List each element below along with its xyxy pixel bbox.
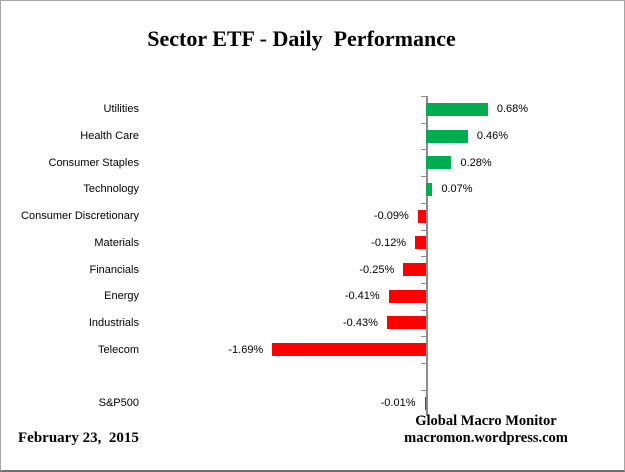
category-label: Consumer Staples (48, 156, 140, 169)
negative-bar (386, 316, 426, 330)
value-label: -0.25% (359, 263, 395, 276)
attribution: Global Macro Monitor macromon.wordpress.… (374, 413, 598, 447)
category-label: S&P500 (98, 397, 139, 410)
category-label: Consumer Discretionary (21, 210, 139, 223)
negative-bar (388, 289, 426, 303)
attribution-line2: macromon.wordpress.com (404, 430, 568, 446)
positive-bar (426, 182, 433, 196)
category-label: Technology (83, 183, 139, 196)
chart-title: Sector ETF - Daily Performance (147, 26, 456, 51)
category-label: Health Care (80, 130, 139, 143)
value-label: -0.41% (344, 290, 380, 303)
positive-bar (426, 102, 488, 116)
axis-tick (421, 256, 426, 258)
axis-tick (421, 229, 426, 231)
axis-tick (421, 336, 426, 338)
category-label: Industrials (88, 316, 139, 329)
negative-bar (272, 343, 426, 357)
axis-tick (421, 202, 426, 204)
value-label: -1.69% (228, 343, 264, 356)
axis-tick (421, 416, 426, 418)
negative-bar (403, 263, 426, 277)
negative-bar (417, 209, 426, 223)
negative-bar (415, 236, 426, 250)
axis-tick (421, 282, 426, 284)
attribution-line1: Global Macro Monitor (415, 413, 557, 429)
value-label: 0.46% (476, 130, 509, 143)
axis-tick (421, 363, 426, 364)
category-label: Utilities (103, 103, 139, 116)
axis-tick (421, 149, 426, 151)
category-label: Financials (89, 263, 139, 276)
value-label: -0.43% (343, 316, 378, 329)
category-axis-line (426, 96, 428, 417)
value-label: -0.01% (380, 397, 416, 410)
date-label: February 23, 2015 (18, 430, 139, 446)
axis-tick (421, 389, 426, 391)
value-label: -0.12% (371, 236, 407, 249)
value-label: -0.09% (373, 210, 409, 223)
negative-bar (424, 396, 426, 410)
positive-bar (426, 156, 452, 170)
value-label: 0.07% (441, 183, 473, 196)
category-label: Energy (104, 290, 139, 303)
category-label: Materials (94, 236, 139, 249)
positive-bar (426, 129, 468, 143)
axis-tick (421, 309, 426, 311)
axis-tick (421, 96, 426, 97)
value-label: 0.68% (496, 103, 529, 116)
axis-tick (421, 122, 426, 124)
category-label: Telecom (98, 343, 139, 356)
axis-tick (421, 176, 426, 178)
value-label: 0.28% (460, 156, 492, 169)
